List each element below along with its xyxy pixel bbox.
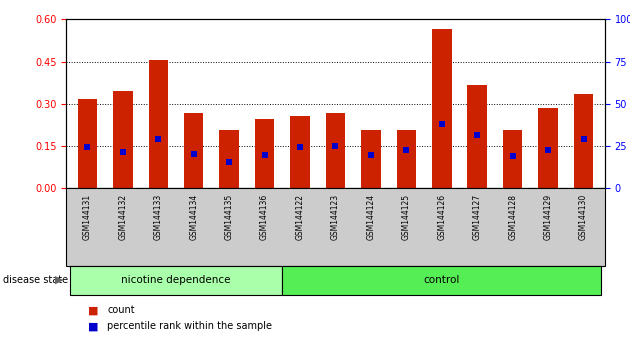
Text: GSM144132: GSM144132 — [118, 194, 127, 240]
Bar — [432, 29, 452, 188]
Bar — [467, 85, 487, 188]
Bar — [539, 108, 558, 188]
Text: disease state: disease state — [3, 275, 68, 285]
Text: GSM144125: GSM144125 — [402, 194, 411, 240]
Bar — [361, 130, 381, 188]
Bar — [113, 91, 132, 188]
Text: GSM144129: GSM144129 — [544, 194, 553, 240]
Text: GSM144135: GSM144135 — [225, 194, 234, 240]
Text: control: control — [423, 275, 460, 285]
Bar — [255, 119, 274, 188]
Text: GSM144134: GSM144134 — [189, 194, 198, 240]
Text: GSM144131: GSM144131 — [83, 194, 92, 240]
Bar — [149, 60, 168, 188]
Text: GSM144130: GSM144130 — [579, 194, 588, 240]
Bar — [574, 94, 593, 188]
Text: ■: ■ — [88, 321, 99, 331]
Bar — [503, 130, 522, 188]
Text: ▶: ▶ — [55, 275, 64, 285]
Bar — [184, 113, 203, 188]
Text: nicotine dependence: nicotine dependence — [121, 275, 231, 285]
Text: ■: ■ — [88, 306, 99, 315]
Bar — [397, 130, 416, 188]
Text: GSM144122: GSM144122 — [295, 194, 304, 240]
Bar — [219, 130, 239, 188]
Text: GSM144124: GSM144124 — [367, 194, 375, 240]
Text: GSM144128: GSM144128 — [508, 194, 517, 240]
Text: GSM144133: GSM144133 — [154, 194, 163, 240]
Bar — [290, 116, 310, 188]
Text: percentile rank within the sample: percentile rank within the sample — [107, 321, 272, 331]
Text: GSM144123: GSM144123 — [331, 194, 340, 240]
Text: GSM144136: GSM144136 — [260, 194, 269, 240]
Bar — [77, 99, 97, 188]
Text: GSM144127: GSM144127 — [472, 194, 482, 240]
Bar — [326, 113, 345, 188]
Text: count: count — [107, 306, 135, 315]
Text: GSM144126: GSM144126 — [437, 194, 446, 240]
